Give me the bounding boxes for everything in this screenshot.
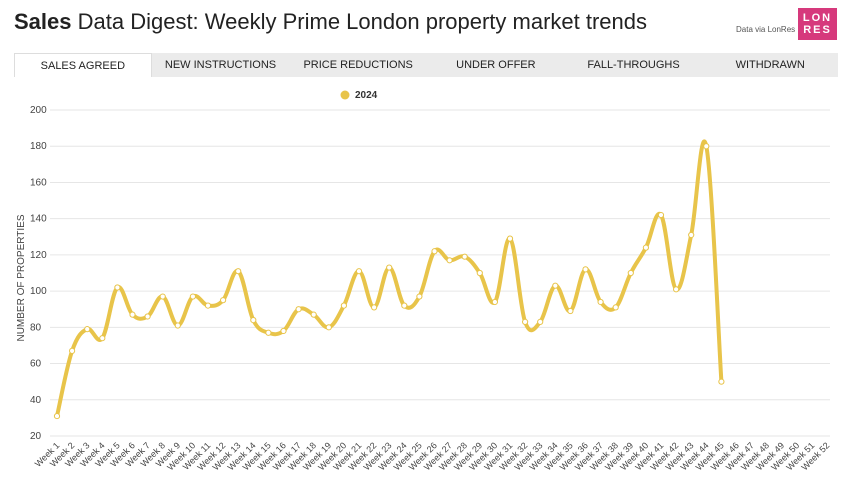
data-point: [401, 302, 408, 309]
data-point: [703, 143, 710, 150]
y-tick-label: 160: [30, 177, 47, 188]
data-point: [642, 244, 650, 251]
y-tick-label: 200: [30, 105, 47, 116]
data-point: [476, 269, 483, 277]
data-point: [174, 322, 181, 329]
data-point: [144, 313, 151, 320]
data-point: [159, 293, 166, 300]
data-point: [340, 302, 347, 309]
data-point: [99, 335, 106, 342]
y-tick-label: 40: [30, 395, 42, 406]
logo-line-1: LON: [802, 12, 833, 24]
data-point: [84, 326, 91, 333]
data-point: [114, 284, 121, 291]
data-point: [688, 231, 695, 239]
data-point: [537, 318, 544, 325]
data-point: [235, 268, 242, 275]
data-credit: Data via LonRes: [736, 25, 796, 34]
data-point: [295, 306, 302, 313]
data-point: [129, 311, 136, 318]
data-point: [552, 282, 559, 289]
data-point: [189, 293, 196, 300]
data-point: [204, 302, 212, 309]
data-point: [431, 248, 438, 255]
tab-under-offer[interactable]: UNDER OFFER: [456, 59, 536, 71]
tab-sales-agreed[interactable]: SALES AGREED: [14, 53, 152, 77]
data-point: [582, 266, 589, 273]
logo-line-2: RES: [803, 24, 832, 36]
data-point: [491, 298, 498, 306]
data-point: [506, 235, 514, 242]
y-tick-label: 100: [30, 286, 47, 297]
y-tick-label: 120: [30, 250, 47, 261]
data-point: [673, 286, 680, 293]
data-point: [355, 268, 363, 275]
series-line-2024: [55, 139, 724, 419]
data-point: [718, 378, 725, 385]
data-point: [310, 311, 317, 318]
data-point: [612, 304, 619, 311]
y-axis-title: NUMBER OF PROPERTIES: [16, 214, 27, 341]
title-rest: Data Digest: Weekly Prime London propert…: [71, 9, 648, 34]
y-tick-label: 60: [30, 359, 42, 370]
page-title: Sales Data Digest: Weekly Prime London p…: [14, 9, 647, 35]
data-point: [250, 316, 257, 324]
metric-tabs: SALES AGREED NEW INSTRUCTIONS PRICE REDU…: [14, 53, 838, 77]
data-point: [386, 264, 393, 271]
data-point: [371, 304, 378, 311]
data-point: [53, 412, 61, 420]
data-point: [627, 269, 634, 277]
data-point: [461, 253, 468, 260]
data-point: [325, 324, 332, 331]
y-tick-label: 80: [30, 322, 42, 333]
data-point: [265, 329, 272, 336]
data-point: [446, 257, 453, 264]
y-tick-label: 180: [30, 141, 47, 152]
tab-withdrawn[interactable]: WITHDRAWN: [735, 59, 805, 71]
data-point: [280, 327, 287, 335]
tab-fall-throughs[interactable]: FALL-THROUGHS: [587, 59, 680, 71]
data-point: [597, 298, 604, 306]
legend-label: 2024: [355, 90, 378, 101]
data-point: [220, 297, 227, 304]
lonres-logo: LON RES: [798, 8, 837, 40]
data-point: [522, 318, 529, 325]
data-point: [657, 211, 665, 219]
tab-price-reductions[interactable]: PRICE REDUCTIONS: [303, 59, 413, 71]
title-bold: Sales: [14, 9, 72, 34]
data-point: [69, 347, 76, 354]
legend-marker: [340, 90, 350, 100]
tab-new-instructions[interactable]: NEW INSTRUCTIONS: [164, 59, 277, 71]
y-tick-label: 20: [30, 431, 42, 442]
y-tick-label: 140: [30, 214, 47, 225]
data-point: [416, 293, 423, 300]
data-point: [567, 307, 574, 315]
